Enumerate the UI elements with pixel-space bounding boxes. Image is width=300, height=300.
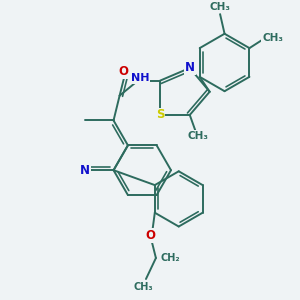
Text: CH₃: CH₃: [188, 131, 208, 141]
Text: O: O: [146, 230, 155, 242]
Text: N: N: [80, 164, 90, 177]
Text: CH₃: CH₃: [134, 282, 154, 292]
Text: S: S: [156, 108, 164, 122]
Text: O: O: [118, 65, 128, 78]
Text: CH₃: CH₃: [210, 2, 231, 12]
Text: N: N: [185, 61, 195, 74]
Text: CH₂: CH₂: [160, 253, 180, 263]
Text: NH: NH: [131, 74, 149, 83]
Text: CH₃: CH₃: [262, 33, 283, 43]
